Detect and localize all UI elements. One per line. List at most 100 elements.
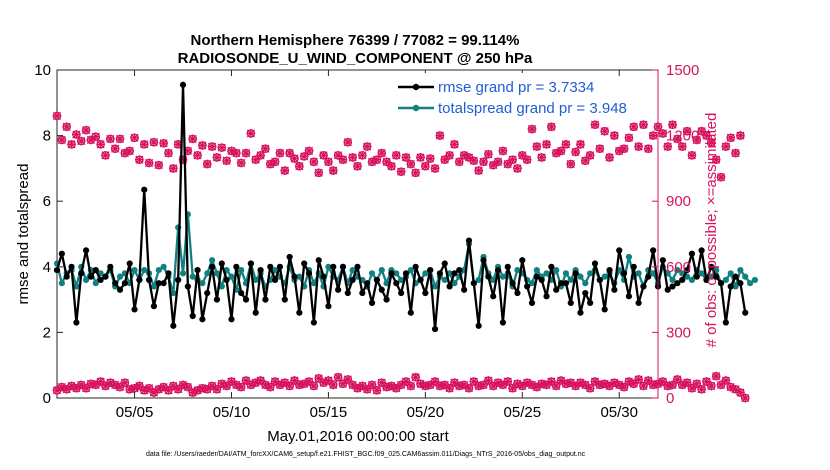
obs-assimilated-point [362, 142, 372, 151]
obs-assimilated-low-point [280, 378, 289, 387]
y-left-tick-label: 8 [43, 128, 51, 145]
obs-assimilated-point [644, 144, 653, 153]
obs-assimilated-low-point [426, 380, 435, 390]
rmse-point [737, 280, 744, 287]
rmse-point [296, 309, 303, 316]
totalspread-point [73, 283, 80, 290]
obs-assimilated-low-point [362, 385, 372, 394]
obs-assimilated-low-point [246, 380, 256, 390]
obs-assimilated-low-point [295, 380, 304, 390]
obs-assimilated-low-point [96, 377, 105, 386]
rmse-point [494, 266, 502, 274]
obs-assimilated-point [527, 124, 537, 134]
rmse-point [427, 266, 434, 274]
obs-assimilated-point [377, 148, 386, 158]
obs-assimilated-point [309, 157, 319, 167]
rmse-point [63, 273, 70, 280]
rmse-point [577, 309, 584, 316]
series-line-layer [53, 81, 759, 333]
rmse-point [485, 273, 492, 280]
obs-assimilated-low-point [203, 385, 212, 394]
obs-assimilated-point [440, 155, 449, 164]
obs-assimilated-point [285, 148, 294, 158]
rmse-point [567, 299, 574, 306]
obs-assimilated-low-point [329, 380, 338, 390]
obs-assimilated-point [140, 140, 149, 149]
obs-assimilated-point [678, 142, 687, 151]
totalspread-point [310, 280, 317, 287]
obs-assimilated-point [726, 133, 735, 142]
rmse-point [218, 260, 225, 267]
obs-assimilated-low-point [489, 381, 498, 391]
rmse-point [204, 289, 211, 297]
obs-assimilated-point [96, 140, 105, 149]
obs-assimilated-low-point [552, 381, 561, 391]
obs-assimilated-low-point [469, 377, 479, 386]
rmse-point [664, 286, 671, 293]
obs-assimilated-point [566, 159, 575, 169]
obs-assimilated-low-point [377, 378, 386, 387]
rmse-point [402, 270, 410, 277]
obs-assimilated-point [295, 162, 304, 171]
obs-assimilated-point [721, 142, 731, 151]
totalspread-point [587, 270, 594, 277]
x-tick-label: 05/05 [116, 404, 154, 421]
obs-assimilated-low-point [212, 385, 222, 394]
obs-assimilated-low-point [125, 385, 134, 394]
obs-assimilated-low-point [595, 380, 605, 390]
obs-assimilated-point [450, 140, 459, 149]
obs-assimilated-low-point [731, 385, 740, 394]
obs-assimilated-point [581, 156, 590, 165]
rmse-point [717, 280, 725, 287]
rmse-point [126, 260, 133, 267]
rmse-point [732, 273, 739, 280]
obs-assimilated-low-point [333, 373, 343, 382]
obs-assimilated-point [270, 157, 280, 167]
y-right-tick-label: 1500 [666, 62, 699, 79]
obs-assimilated-low-point [639, 381, 648, 391]
axis-layer: 05/05 05/10 05/15 05/20 05/25 05/30 0 2 4 6 8 10 0 30… [34, 62, 699, 421]
rmse-point [431, 326, 439, 333]
obs-assimilated-low-point [285, 381, 294, 391]
obs-count-layer [52, 111, 750, 403]
obs-assimilated-low-point [358, 381, 367, 391]
y-right-axis-label: # of obs: o=possible; ×=assimilated [703, 113, 720, 348]
obs-assimilated-point [169, 164, 178, 173]
obs-assimilated-point [503, 159, 512, 169]
rmse-point [650, 247, 657, 254]
totalspread-point [625, 253, 633, 261]
rmse-point [635, 299, 642, 306]
obs-assimilated-low-point [411, 373, 420, 382]
rmse-point [499, 319, 507, 326]
totalspread-point [582, 280, 589, 287]
rmse-point [538, 276, 545, 284]
rmse-point [388, 270, 395, 277]
rmse-point [465, 237, 473, 244]
obs-assimilated-low-point [644, 376, 653, 385]
obs-assimilated-point [435, 131, 445, 140]
obs-assimilated-low-point [140, 386, 149, 395]
obs-assimilated-point [406, 159, 416, 169]
rmse-point [344, 289, 351, 297]
obs-assimilated-low-point [81, 383, 91, 393]
rmse-point [238, 289, 245, 297]
obs-assimilated-point [198, 141, 207, 150]
obs-assimilated-point [241, 148, 251, 158]
obs-assimilated-low-point [183, 382, 193, 392]
obs-assimilated-point [615, 146, 624, 156]
obs-assimilated-point [135, 155, 144, 164]
rmse-point [179, 81, 187, 88]
rmse-point [524, 283, 531, 290]
obs-assimilated-point [629, 122, 638, 132]
rmse-point [121, 280, 128, 287]
x-tick-label: 05/10 [213, 404, 251, 421]
x-axis-label: May.01,2016 00:00:00 start [267, 428, 449, 445]
chart-title: Northern Hemisphere 76399 / 77082 = 99.1… [191, 32, 520, 49]
rmse-point [170, 322, 177, 329]
rmse-point [262, 296, 269, 303]
rmse-point [572, 270, 579, 277]
obs-assimilated-low-point [154, 385, 163, 394]
obs-assimilated-point [411, 168, 420, 177]
rmse-point [470, 280, 477, 287]
rmse-point [645, 273, 652, 280]
